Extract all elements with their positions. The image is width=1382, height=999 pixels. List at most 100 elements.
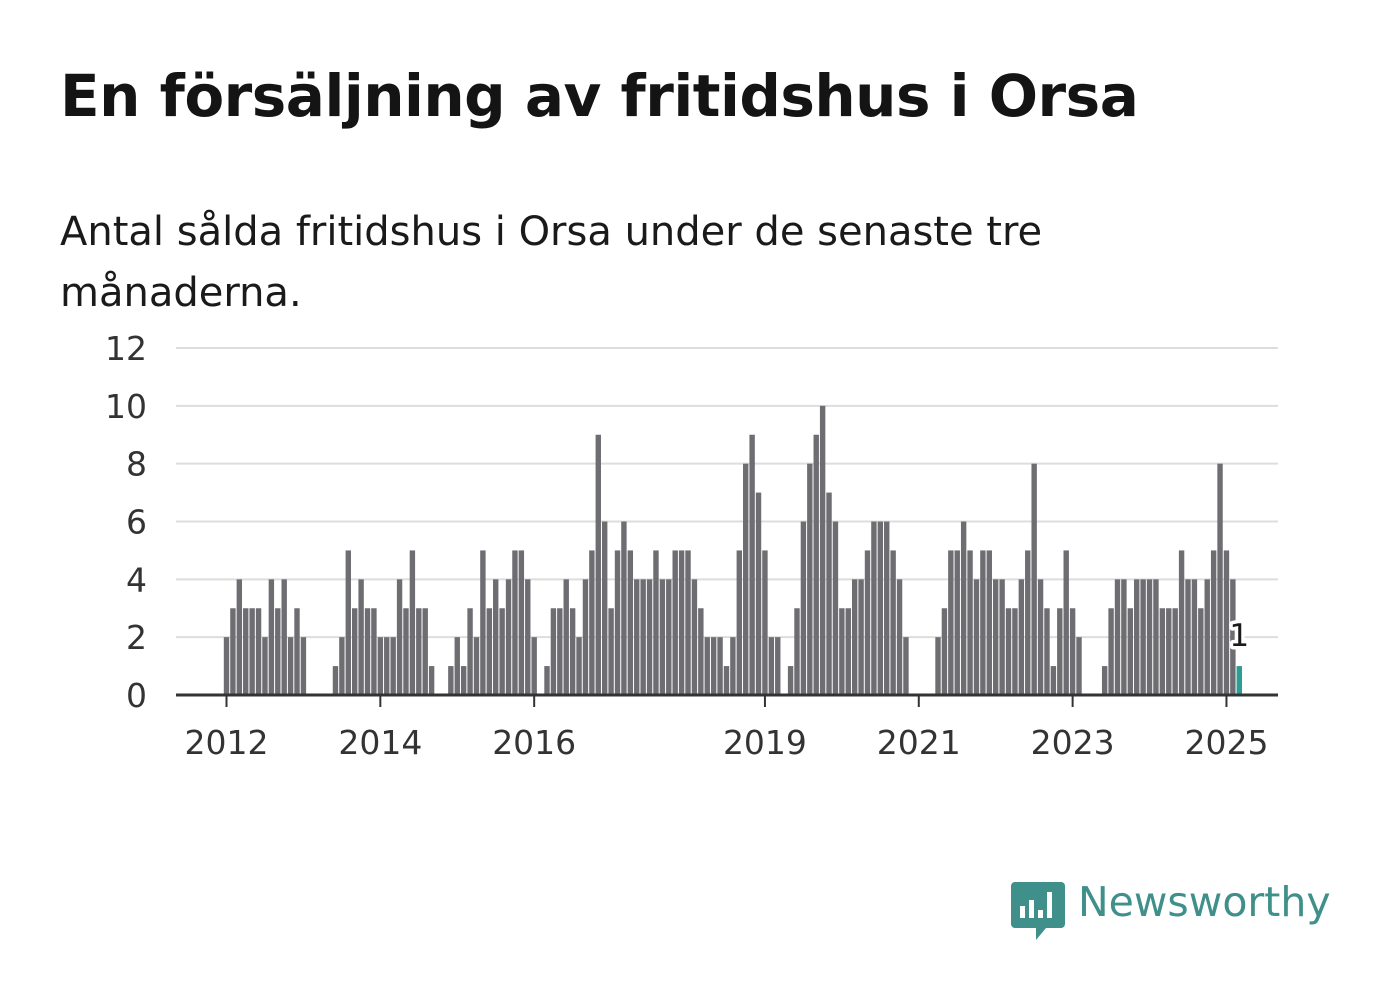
bar xyxy=(1101,666,1108,695)
bar xyxy=(871,521,877,695)
bar xyxy=(1069,608,1076,695)
bar xyxy=(960,521,967,695)
bar xyxy=(646,579,653,695)
bar xyxy=(1223,550,1230,695)
bar xyxy=(864,550,871,695)
bar xyxy=(467,608,473,695)
bar xyxy=(1166,608,1172,695)
bar xyxy=(428,666,435,695)
brand-name: Newsworthy xyxy=(1078,878,1331,926)
bar xyxy=(775,637,781,695)
bar xyxy=(525,579,531,695)
gridlines xyxy=(176,347,1278,639)
bar xyxy=(640,579,646,695)
bar xyxy=(249,608,255,695)
bar xyxy=(896,579,903,695)
bar xyxy=(287,637,294,695)
bar xyxy=(884,521,890,695)
bar xyxy=(749,434,755,695)
x-tick-label: 2021 xyxy=(877,723,961,762)
bar xyxy=(851,579,858,695)
bar xyxy=(1012,608,1018,695)
bar xyxy=(743,463,749,695)
bar xyxy=(1159,608,1166,695)
y-tick-label: 2 xyxy=(126,618,147,657)
bar xyxy=(1121,579,1127,695)
bar xyxy=(563,579,569,695)
bar xyxy=(986,550,992,695)
bar xyxy=(762,550,768,695)
y-tick-label: 4 xyxy=(126,560,147,599)
bar xyxy=(1191,579,1198,695)
bar xyxy=(826,492,832,695)
bar xyxy=(877,521,884,695)
bar xyxy=(723,666,730,695)
bar xyxy=(236,579,243,695)
bar xyxy=(595,434,601,695)
bar xyxy=(1037,579,1044,695)
bar xyxy=(332,666,339,695)
bar xyxy=(531,637,537,695)
y-tick-label: 12 xyxy=(105,329,147,368)
bar xyxy=(710,637,717,695)
bar xyxy=(230,608,236,695)
bar xyxy=(448,666,454,695)
x-tick-label: 2019 xyxy=(723,723,807,762)
bar xyxy=(1031,463,1037,695)
bar xyxy=(486,608,493,695)
bar xyxy=(1114,579,1121,695)
bar xyxy=(832,521,839,695)
y-tick-label: 6 xyxy=(126,503,147,542)
bar xyxy=(544,666,550,695)
bar xyxy=(1005,608,1012,695)
bar xyxy=(416,608,422,695)
bar xyxy=(550,608,557,695)
bar xyxy=(275,608,281,695)
bar xyxy=(557,608,563,695)
bar xyxy=(1153,579,1159,695)
bar xyxy=(1063,550,1069,695)
bar xyxy=(672,550,678,695)
bar xyxy=(941,608,948,695)
bar xyxy=(967,550,973,695)
bar xyxy=(281,579,287,695)
bar xyxy=(621,521,627,695)
bar xyxy=(717,637,723,695)
highlight-bar xyxy=(1236,666,1242,695)
bar xyxy=(935,637,941,695)
bar xyxy=(948,550,954,695)
bar xyxy=(1076,637,1082,695)
bar xyxy=(858,579,864,695)
newsworthy-logo: Newsworthy xyxy=(1010,876,1331,946)
bar xyxy=(377,637,384,695)
bar xyxy=(999,579,1005,695)
y-tick-label: 8 xyxy=(126,445,147,484)
bar xyxy=(794,608,800,695)
bar xyxy=(730,637,736,695)
bar xyxy=(666,579,672,695)
bar xyxy=(582,579,589,695)
bar xyxy=(1044,608,1050,695)
bar xyxy=(422,608,428,695)
bar xyxy=(576,637,582,695)
bar xyxy=(1018,579,1025,695)
bar xyxy=(512,550,518,695)
bar xyxy=(653,550,659,695)
bar xyxy=(403,608,409,695)
bar xyxy=(608,608,614,695)
bar xyxy=(371,608,377,695)
bar xyxy=(384,637,390,695)
bar xyxy=(845,608,851,695)
bar xyxy=(294,608,300,695)
bar xyxy=(1198,608,1204,695)
bar xyxy=(768,637,775,695)
bar xyxy=(736,550,742,695)
bar xyxy=(634,579,640,695)
bar xyxy=(627,550,634,695)
bar xyxy=(345,550,351,695)
bar xyxy=(505,579,512,695)
bar xyxy=(807,463,813,695)
bar xyxy=(1108,608,1114,695)
bar xyxy=(980,550,986,695)
